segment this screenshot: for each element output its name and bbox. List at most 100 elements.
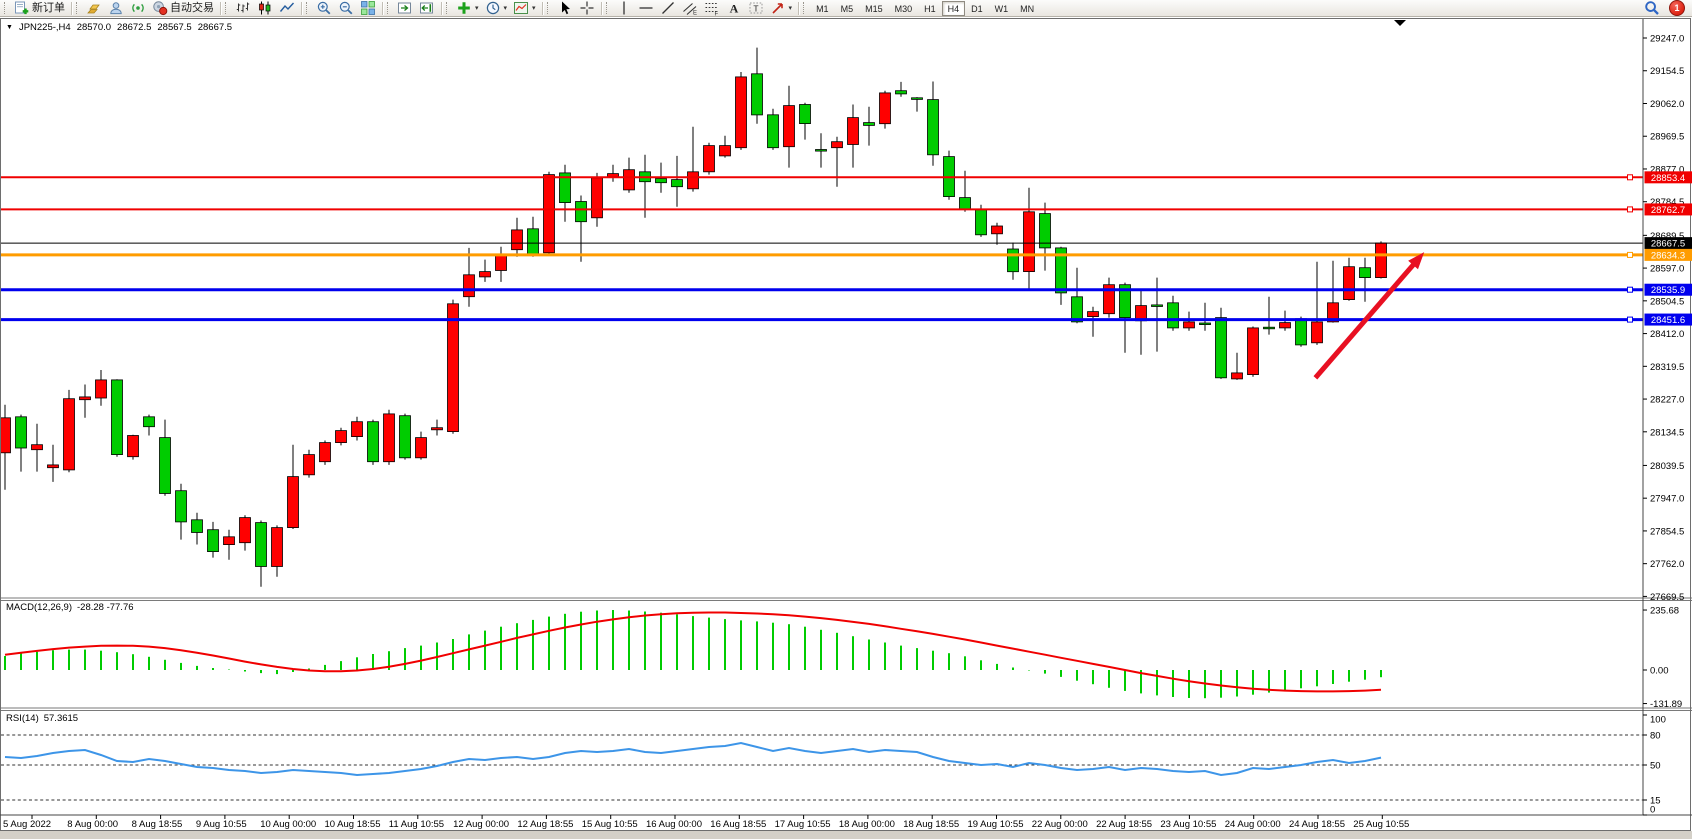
market-history-button[interactable]	[83, 1, 105, 16]
timeframe-H4-button[interactable]: H4	[941, 0, 966, 16]
timeframe-D1-button[interactable]: D1	[965, 1, 989, 16]
candle	[1103, 284, 1115, 315]
candle	[1007, 248, 1019, 273]
timeframe-M1-button[interactable]: M1	[810, 1, 835, 16]
candle	[623, 169, 635, 191]
candle	[655, 178, 667, 184]
trendline-button[interactable]	[657, 1, 679, 16]
price-tick-label: 28689.5	[1650, 231, 1684, 242]
candle	[1231, 372, 1243, 380]
timeframe-M5-button[interactable]: M5	[835, 1, 860, 16]
rsi-panel: 100 80 50 150	[1, 714, 1666, 816]
candle	[63, 398, 75, 471]
label-icon: T	[749, 2, 763, 14]
dropdown-arrow-icon: ▾	[475, 5, 479, 12]
toolbar-separator	[600, 1, 602, 15]
ohlc-open: 28570.0	[76, 22, 112, 33]
auto-scroll-button[interactable]	[394, 1, 416, 16]
vertical-line-button[interactable]	[613, 1, 635, 16]
fibonacci-button[interactable]: F	[701, 1, 723, 16]
signals-button[interactable]	[127, 1, 149, 16]
candle	[1199, 322, 1211, 326]
timeframe-W1-button[interactable]: W1	[989, 1, 1015, 16]
horizontal-line-button[interactable]	[635, 1, 657, 16]
price-tick-label: 27947.0	[1650, 494, 1684, 505]
toolbar-separator	[541, 1, 543, 15]
toolbar-grip	[76, 2, 80, 14]
rsi-axis-label: 15	[1650, 796, 1661, 807]
candle	[1295, 318, 1307, 346]
time-label: 8 Aug 00:00	[67, 819, 118, 830]
templates-button[interactable]: ▾	[510, 1, 539, 16]
collapse-triangle-icon[interactable]: ▼	[6, 24, 13, 31]
price-badge	[1644, 313, 1692, 326]
profiles-button[interactable]	[105, 1, 127, 16]
price-badge	[1644, 248, 1692, 261]
main-toolbar: 新订单 自动交易 ▾ ▾ ▾ E F A T ▾ M1 M5 M15 M30 H1 H4 D1 W1 MN 1	[0, 0, 1692, 17]
bar-chart-button[interactable]	[232, 1, 254, 16]
toolbar-separator	[301, 1, 302, 15]
price-tick-label: 29247.0	[1650, 34, 1684, 45]
arrows-button[interactable]: ▾	[767, 1, 796, 16]
price-tick-label: 28227.0	[1650, 395, 1684, 406]
auto-trading-button[interactable]: 自动交易	[149, 1, 217, 16]
time-label: 17 Aug 10:55	[775, 819, 831, 830]
price-tick-label: 29062.0	[1650, 99, 1684, 110]
toolbar-grip	[446, 2, 450, 14]
zoom-out-icon	[339, 1, 353, 15]
candle	[223, 536, 235, 545]
time-label: 16 Aug 18:55	[710, 819, 766, 830]
status-strip	[0, 831, 1692, 839]
level-handle[interactable]	[1627, 286, 1633, 293]
time-label: 23 Aug 10:55	[1160, 819, 1216, 830]
cursor-button[interactable]	[554, 1, 576, 16]
candle	[159, 437, 171, 494]
price-badge	[1644, 237, 1692, 250]
vline-icon	[622, 1, 625, 15]
crosshair-button[interactable]	[576, 1, 598, 16]
price-badge	[1644, 283, 1692, 296]
timeframe-MN-button[interactable]: MN	[1014, 1, 1040, 16]
candle	[1151, 304, 1163, 307]
timeframe-M15-button[interactable]: M15	[859, 1, 889, 16]
candlestick-chart-button[interactable]	[254, 1, 276, 16]
candle	[367, 421, 379, 463]
tile-windows-button[interactable]	[357, 1, 379, 16]
gold-icon	[87, 4, 100, 14]
chart-window-border	[0, 18, 1691, 831]
trend-arrow[interactable]	[1313, 256, 1421, 380]
rsi-axis-label: 80	[1650, 731, 1661, 742]
time-label: 22 Aug 00:00	[1032, 819, 1088, 830]
line-chart-button[interactable]	[276, 1, 298, 16]
new-order-button[interactable]: 新订单	[11, 1, 68, 16]
chart-shift-marker[interactable]	[1394, 20, 1406, 26]
candle	[31, 444, 43, 451]
equidistant-channel-button[interactable]: E	[679, 1, 701, 16]
text-button[interactable]: A	[723, 1, 745, 16]
indicators-button[interactable]: ▾	[453, 1, 482, 16]
candle	[879, 92, 891, 125]
toolbar-grip	[225, 2, 229, 14]
timeframe-H1-button[interactable]: H1	[918, 1, 942, 16]
ohlc-high: 28672.5	[117, 22, 152, 33]
zoom-in-button[interactable]	[313, 1, 335, 16]
timeframe-M30-button[interactable]: M30	[889, 1, 919, 16]
trend-arrow-head[interactable]	[1408, 252, 1425, 270]
macd-name: MACD(12,26,9)	[6, 602, 72, 613]
text-label-button[interactable]: T	[745, 1, 767, 16]
notifications-button[interactable]: 1	[1669, 0, 1685, 16]
level-handle[interactable]	[1627, 316, 1633, 323]
search-button[interactable]	[1641, 1, 1663, 16]
periods-button[interactable]: ▾	[482, 1, 511, 16]
candle	[0, 417, 11, 454]
level-handle[interactable]	[1627, 251, 1633, 258]
level-handle[interactable]	[1627, 174, 1633, 181]
time-label: 15 Aug 10:55	[582, 819, 638, 830]
level-handle[interactable]	[1627, 206, 1633, 213]
chart-shift-button[interactable]	[416, 1, 438, 16]
zoom-out-button[interactable]	[335, 1, 357, 16]
candle	[1215, 317, 1227, 379]
price-tick-label: 28597.0	[1650, 264, 1684, 275]
time-label: 24 Aug 18:55	[1289, 819, 1345, 830]
